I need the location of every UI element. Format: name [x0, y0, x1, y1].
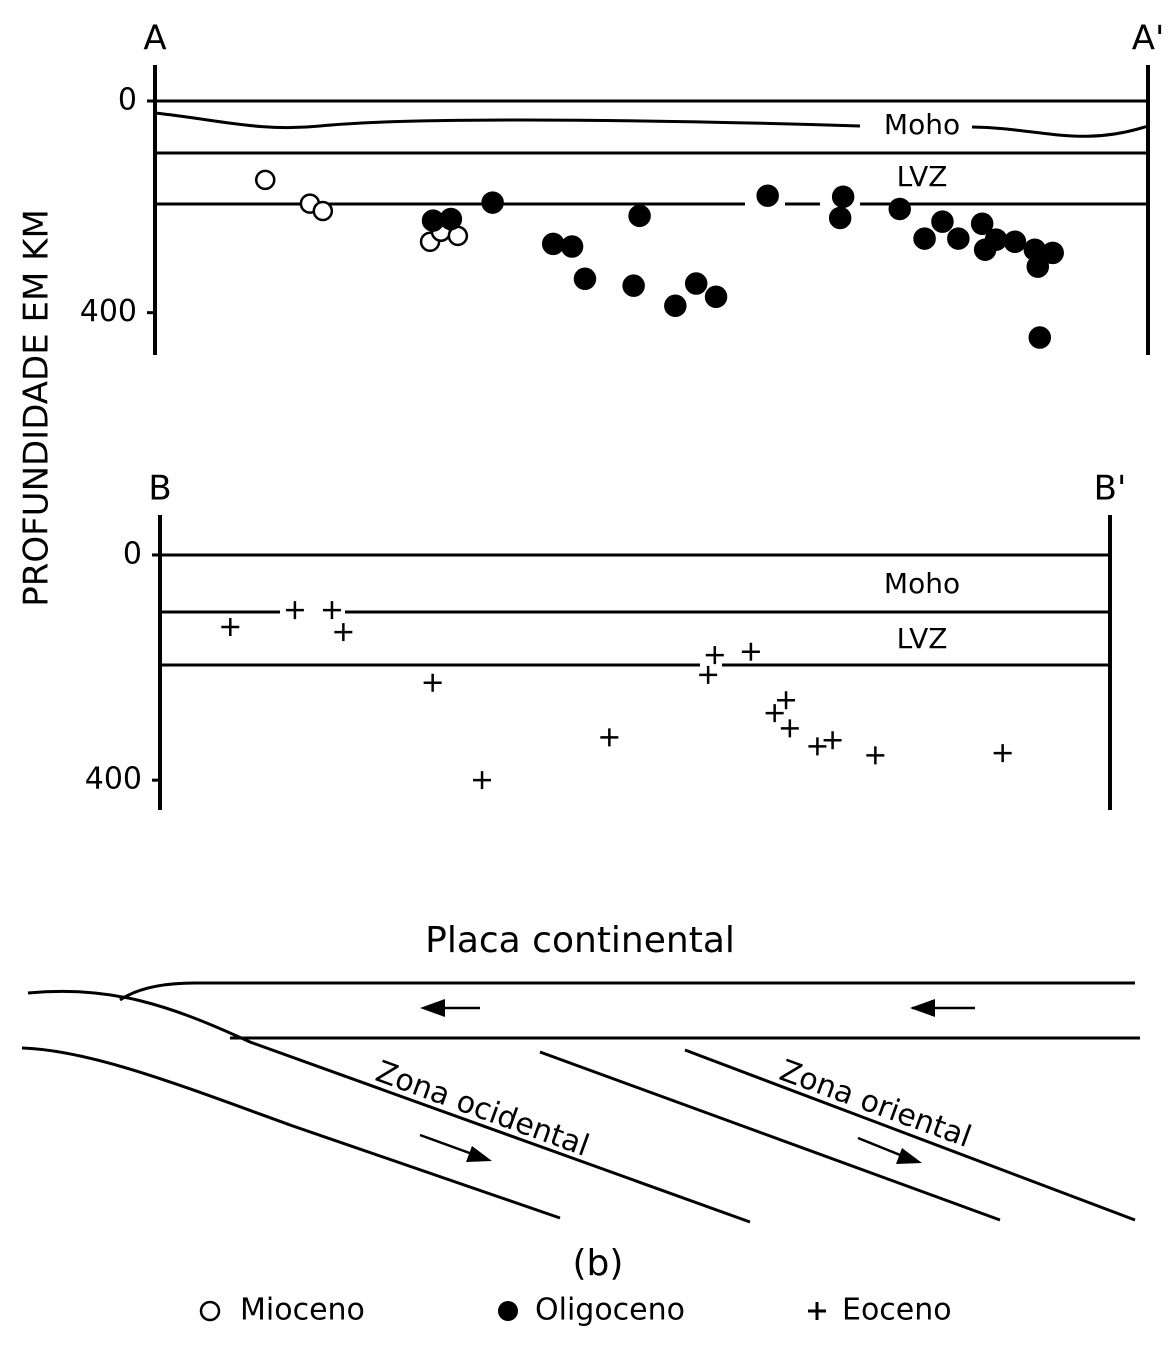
y-tick-label: 0 [123, 536, 142, 571]
point [1041, 241, 1064, 265]
point [334, 623, 353, 642]
point [285, 601, 304, 620]
point [541, 232, 565, 256]
point [254, 169, 276, 191]
point [831, 185, 855, 209]
layer-boundary [155, 99, 1148, 155]
point [866, 746, 885, 765]
point [473, 771, 492, 790]
slab-bottom [21, 1046, 561, 1220]
y-axis-label: PROFUNDIDADE EM KM [17, 209, 57, 607]
legend-label: Mioceno [240, 1293, 365, 1328]
point [765, 704, 784, 723]
schematic [21, 981, 1140, 1224]
slab-top [27, 989, 751, 1224]
point [984, 228, 1008, 251]
point [699, 665, 718, 684]
point [664, 294, 687, 318]
point [913, 227, 936, 250]
plate-label: Placa continental [425, 920, 735, 961]
zone-label: Zona oriental [775, 1053, 976, 1155]
y-tick-label: 400 [85, 762, 142, 797]
point [1026, 255, 1050, 278]
arrow-shaft [419, 1133, 906, 1159]
point [560, 235, 584, 258]
point [993, 744, 1012, 763]
point [322, 601, 341, 620]
point [970, 212, 994, 236]
point [684, 272, 708, 295]
point [423, 673, 442, 692]
layer-label: Moho [884, 567, 960, 600]
point [705, 646, 724, 665]
point [1028, 326, 1052, 349]
layer-label: LVZ [897, 622, 948, 655]
point [704, 285, 728, 309]
arrow-head [420, 999, 935, 1017]
moho-line [154, 111, 1149, 138]
point [481, 191, 504, 214]
layer-label: Moho [884, 108, 960, 141]
point [600, 728, 619, 747]
legend-symbol [498, 1301, 518, 1321]
point [1003, 230, 1027, 254]
point [888, 197, 911, 221]
plate-top [119, 981, 1135, 1002]
section-label: A [143, 19, 166, 59]
y-tick-label: 400 [80, 294, 137, 329]
point [780, 719, 799, 738]
point [573, 267, 597, 291]
point [439, 207, 463, 231]
y-tick-label: 0 [118, 82, 137, 117]
point [221, 618, 240, 637]
point [808, 737, 827, 756]
zone-line [684, 1048, 1136, 1222]
zone-label: Zona ocidental [371, 1054, 593, 1164]
section-label: B [148, 469, 171, 509]
point [823, 731, 842, 750]
point [828, 206, 852, 230]
legend-symbol [808, 1302, 826, 1320]
zone-line [539, 1050, 1001, 1222]
point [777, 691, 796, 710]
section-label: B' [1094, 469, 1127, 509]
caption: (b) [573, 1243, 624, 1284]
point [628, 204, 651, 228]
layer-boundary [160, 610, 1110, 667]
point [622, 274, 645, 297]
section-label: A' [1132, 19, 1165, 59]
legend-label: Eoceno [842, 1293, 952, 1328]
legend-symbol [199, 1300, 221, 1322]
point [931, 210, 954, 233]
layer-label: LVZ [897, 160, 948, 193]
point [741, 642, 760, 661]
legend-label: Oligoceno [535, 1293, 685, 1328]
point [947, 227, 970, 250]
arrow-head [466, 1146, 922, 1164]
point [312, 200, 334, 222]
point [756, 184, 779, 207]
